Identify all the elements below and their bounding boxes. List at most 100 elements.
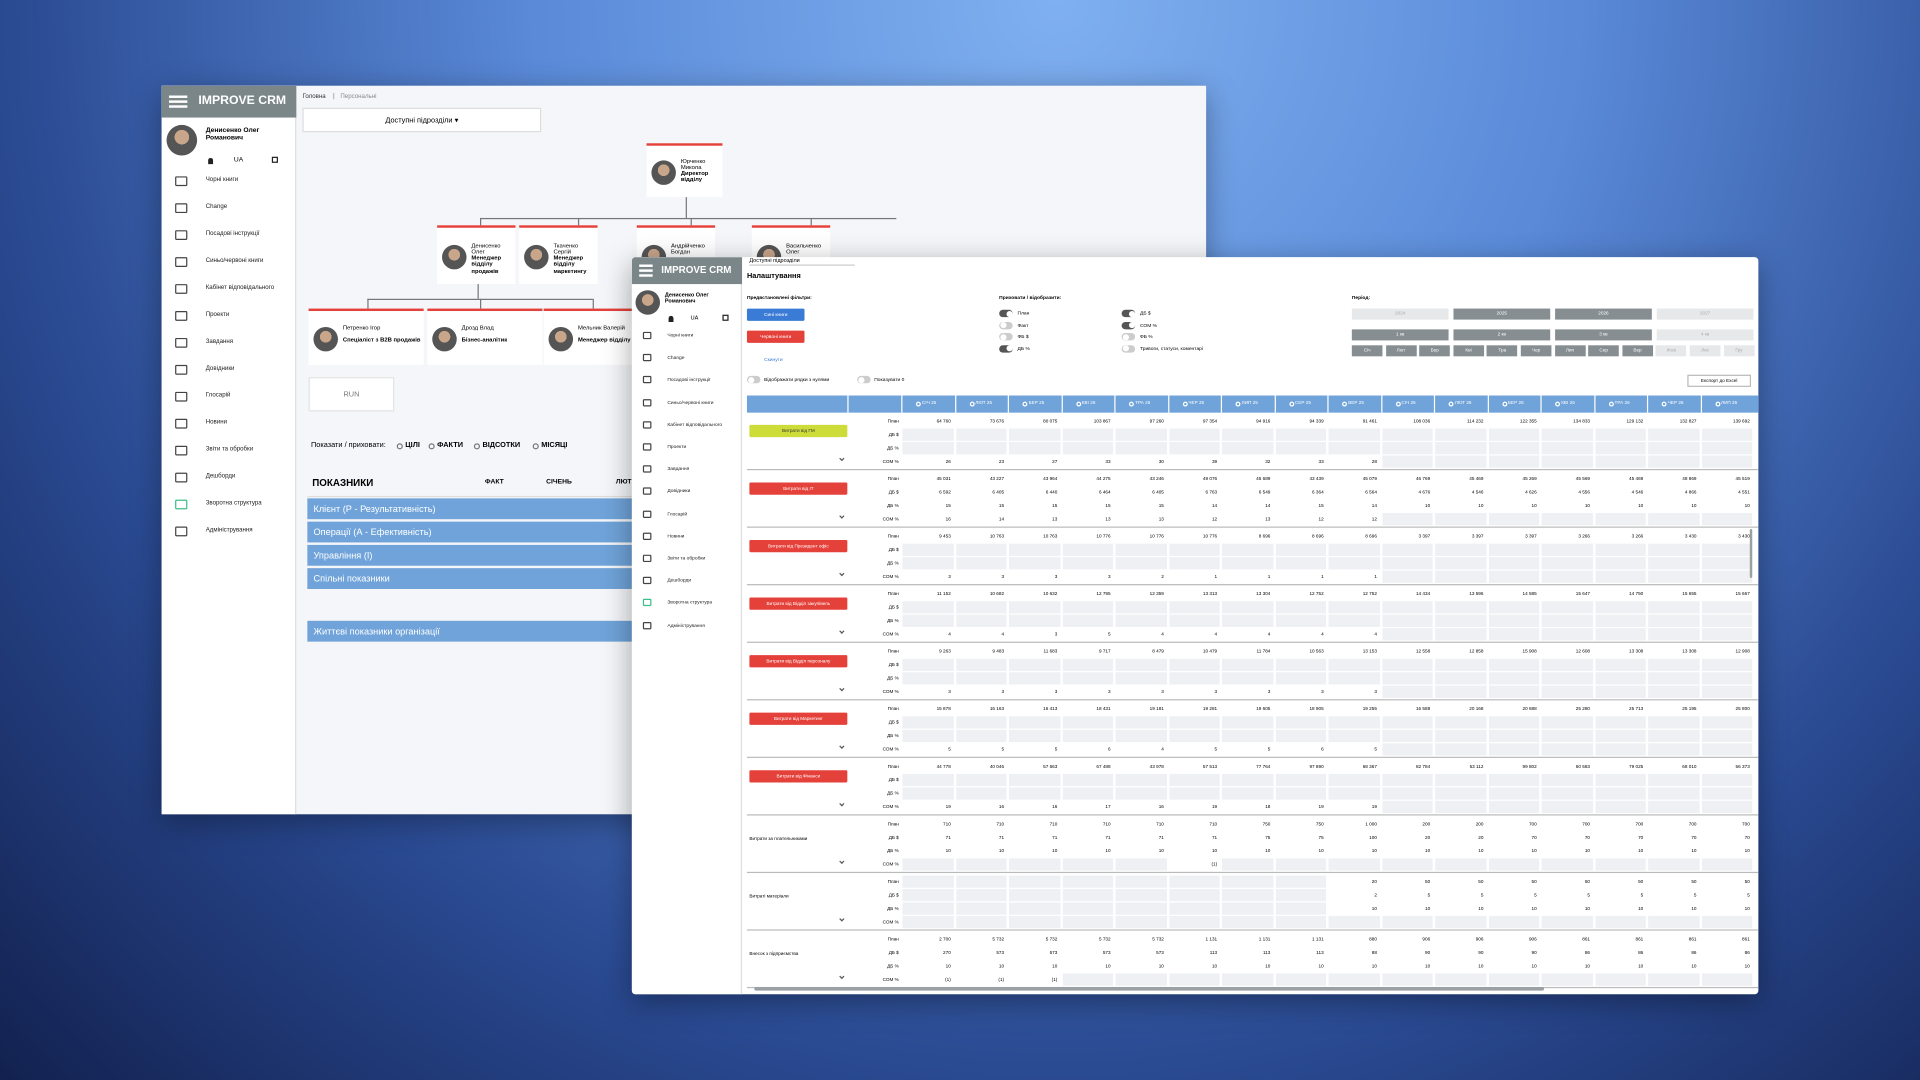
menu-item[interactable]: Новини: [667, 532, 685, 539]
group-button[interactable]: Витрати від Відділ персоналу: [749, 655, 848, 668]
group-button[interactable]: Витрати від Президент офіс: [749, 540, 848, 553]
breadcrumb[interactable]: Головна: [302, 93, 326, 101]
toggle-text[interactable]: Відображати рядки з нулями: [764, 375, 830, 383]
menu-icon[interactable]: [168, 105, 188, 108]
toggle-text[interactable]: Тривоги, статуси, коментарі: [1140, 344, 1204, 351]
expand-chevron[interactable]: [839, 916, 845, 922]
group-button[interactable]: Витрати від IT: [749, 482, 848, 495]
org-card[interactable]: Дрозд Влад Бізнес-аналітик: [427, 308, 543, 365]
org-card[interactable]: Денисенко Олег Менеджер відділу продажів: [437, 225, 516, 285]
units-dropdown[interactable]: Доступні підрозділи ▾: [302, 107, 542, 133]
h-scrollbar[interactable]: [754, 986, 1545, 991]
toggle[interactable]: [999, 333, 1013, 341]
expand-chevron[interactable]: [839, 628, 845, 634]
column-radio[interactable]: [1235, 401, 1241, 407]
period-button[interactable]: Кві: [1453, 345, 1484, 357]
run-button[interactable]: RUN: [308, 377, 395, 412]
menu-item[interactable]: Change: [205, 203, 228, 211]
menu-item[interactable]: Завдання: [205, 337, 234, 346]
reset[interactable]: Скинути: [764, 356, 783, 363]
column-radio[interactable]: [1501, 401, 1507, 407]
menu-item[interactable]: Довідники: [667, 487, 691, 494]
group-button[interactable]: Витрати від ГМ: [749, 424, 848, 438]
menu-item[interactable]: Адміністрування: [205, 526, 253, 534]
toggle[interactable]: [999, 321, 1013, 329]
radio[interactable]: [428, 443, 435, 450]
lang[interactable]: UA: [690, 314, 699, 321]
radio[interactable]: [473, 443, 481, 450]
expand-chevron[interactable]: [839, 858, 845, 865]
menu-icon[interactable]: [639, 269, 653, 272]
bell[interactable]: [668, 315, 674, 323]
option[interactable]: ВІДСОТКИ: [482, 442, 521, 450]
menu-item[interactable]: Дешборди: [205, 472, 236, 481]
breadcrumb[interactable]: Персональні: [340, 93, 377, 101]
period-button[interactable]: Чер: [1520, 345, 1552, 357]
toggle-text[interactable]: ДБ %: [1017, 344, 1030, 351]
expand-chevron[interactable]: [839, 455, 845, 462]
lang[interactable]: UA: [233, 156, 244, 165]
menu-item[interactable]: Глосарій: [667, 510, 688, 517]
filter-red[interactable]: Червоні книги: [746, 330, 805, 343]
menu-item[interactable]: Завдання: [667, 465, 690, 472]
menu-item[interactable]: Посадові інструкції: [667, 376, 711, 383]
menu-item[interactable]: Проекти: [205, 311, 230, 319]
column-radio[interactable]: [1555, 401, 1561, 407]
menu-item[interactable]: Звіти та обробки: [205, 445, 254, 454]
menu-item[interactable]: Чорні книги: [205, 176, 239, 184]
settings-toggle[interactable]: Налаштування: [746, 273, 801, 281]
column-radio[interactable]: [1714, 401, 1720, 407]
period-button[interactable]: Лют: [1385, 345, 1417, 357]
period-button[interactable]: Січ: [1351, 345, 1383, 357]
period-button[interactable]: 1 кв: [1351, 329, 1449, 341]
expand-chevron[interactable]: [839, 973, 845, 980]
period-button[interactable]: Тра: [1487, 345, 1518, 357]
column-radio[interactable]: [1128, 401, 1134, 407]
menu-item[interactable]: Зворотна структура: [667, 599, 713, 606]
toggle[interactable]: [1121, 333, 1136, 341]
option[interactable]: ЦІЛІ: [405, 442, 420, 450]
menu-item[interactable]: Посадові інструкції: [205, 230, 260, 238]
menu-item[interactable]: Чорні книги: [667, 331, 694, 338]
menu-item[interactable]: Адміністрування: [667, 621, 705, 628]
logout[interactable]: [722, 314, 729, 321]
toggle-text[interactable]: ДБ $: [1140, 309, 1151, 316]
toggle-text[interactable]: Факт: [1017, 321, 1029, 328]
toggle[interactable]: [1121, 321, 1136, 329]
toggle[interactable]: [1121, 309, 1136, 318]
toggle-text[interactable]: Показувати 0: [874, 375, 905, 383]
menu-item[interactable]: Change: [667, 354, 685, 361]
period-button[interactable]: 3 кв: [1555, 329, 1652, 341]
filter-blue[interactable]: Сині книги: [746, 308, 805, 321]
group-button[interactable]: Витрати від Фінанси: [749, 770, 848, 783]
org-card[interactable]: Юрченко Микола Директор відділу: [646, 143, 723, 198]
v-scrollbar[interactable]: [1749, 528, 1753, 578]
period-button[interactable]: Гру: [1723, 345, 1755, 357]
period-button[interactable]: 2027: [1656, 308, 1754, 320]
period-button[interactable]: Сер: [1588, 345, 1620, 357]
menu-icon[interactable]: [639, 274, 653, 277]
toggle-text[interactable]: СОМ %: [1140, 321, 1158, 328]
menu-icon[interactable]: [639, 264, 653, 267]
menu-icon[interactable]: [168, 95, 188, 98]
period-button[interactable]: 2024: [1351, 308, 1449, 320]
units-dropdown[interactable]: Доступні підрозділи: [749, 257, 855, 266]
period-button[interactable]: Жов: [1655, 345, 1687, 357]
radio[interactable]: [396, 443, 403, 450]
column-radio[interactable]: [1342, 401, 1347, 407]
menu-item[interactable]: Новини: [205, 418, 228, 427]
expand-chevron[interactable]: [839, 743, 845, 749]
group-button[interactable]: Витрати від Відділ закупівель: [749, 597, 848, 610]
menu-item[interactable]: Проекти: [667, 443, 687, 450]
period-button[interactable]: 2026: [1555, 308, 1652, 320]
period-button[interactable]: 4 кв: [1656, 329, 1754, 341]
period-button[interactable]: 2025: [1453, 308, 1551, 320]
toggle[interactable]: [746, 375, 761, 384]
column-radio[interactable]: [1288, 401, 1294, 407]
column-radio[interactable]: [1448, 401, 1454, 407]
column-radio[interactable]: [1661, 401, 1667, 407]
expand-chevron[interactable]: [839, 513, 845, 519]
toggle[interactable]: [857, 375, 871, 384]
menu-item[interactable]: Синьо/червоні книги: [205, 257, 264, 265]
column-radio[interactable]: [1182, 401, 1188, 407]
